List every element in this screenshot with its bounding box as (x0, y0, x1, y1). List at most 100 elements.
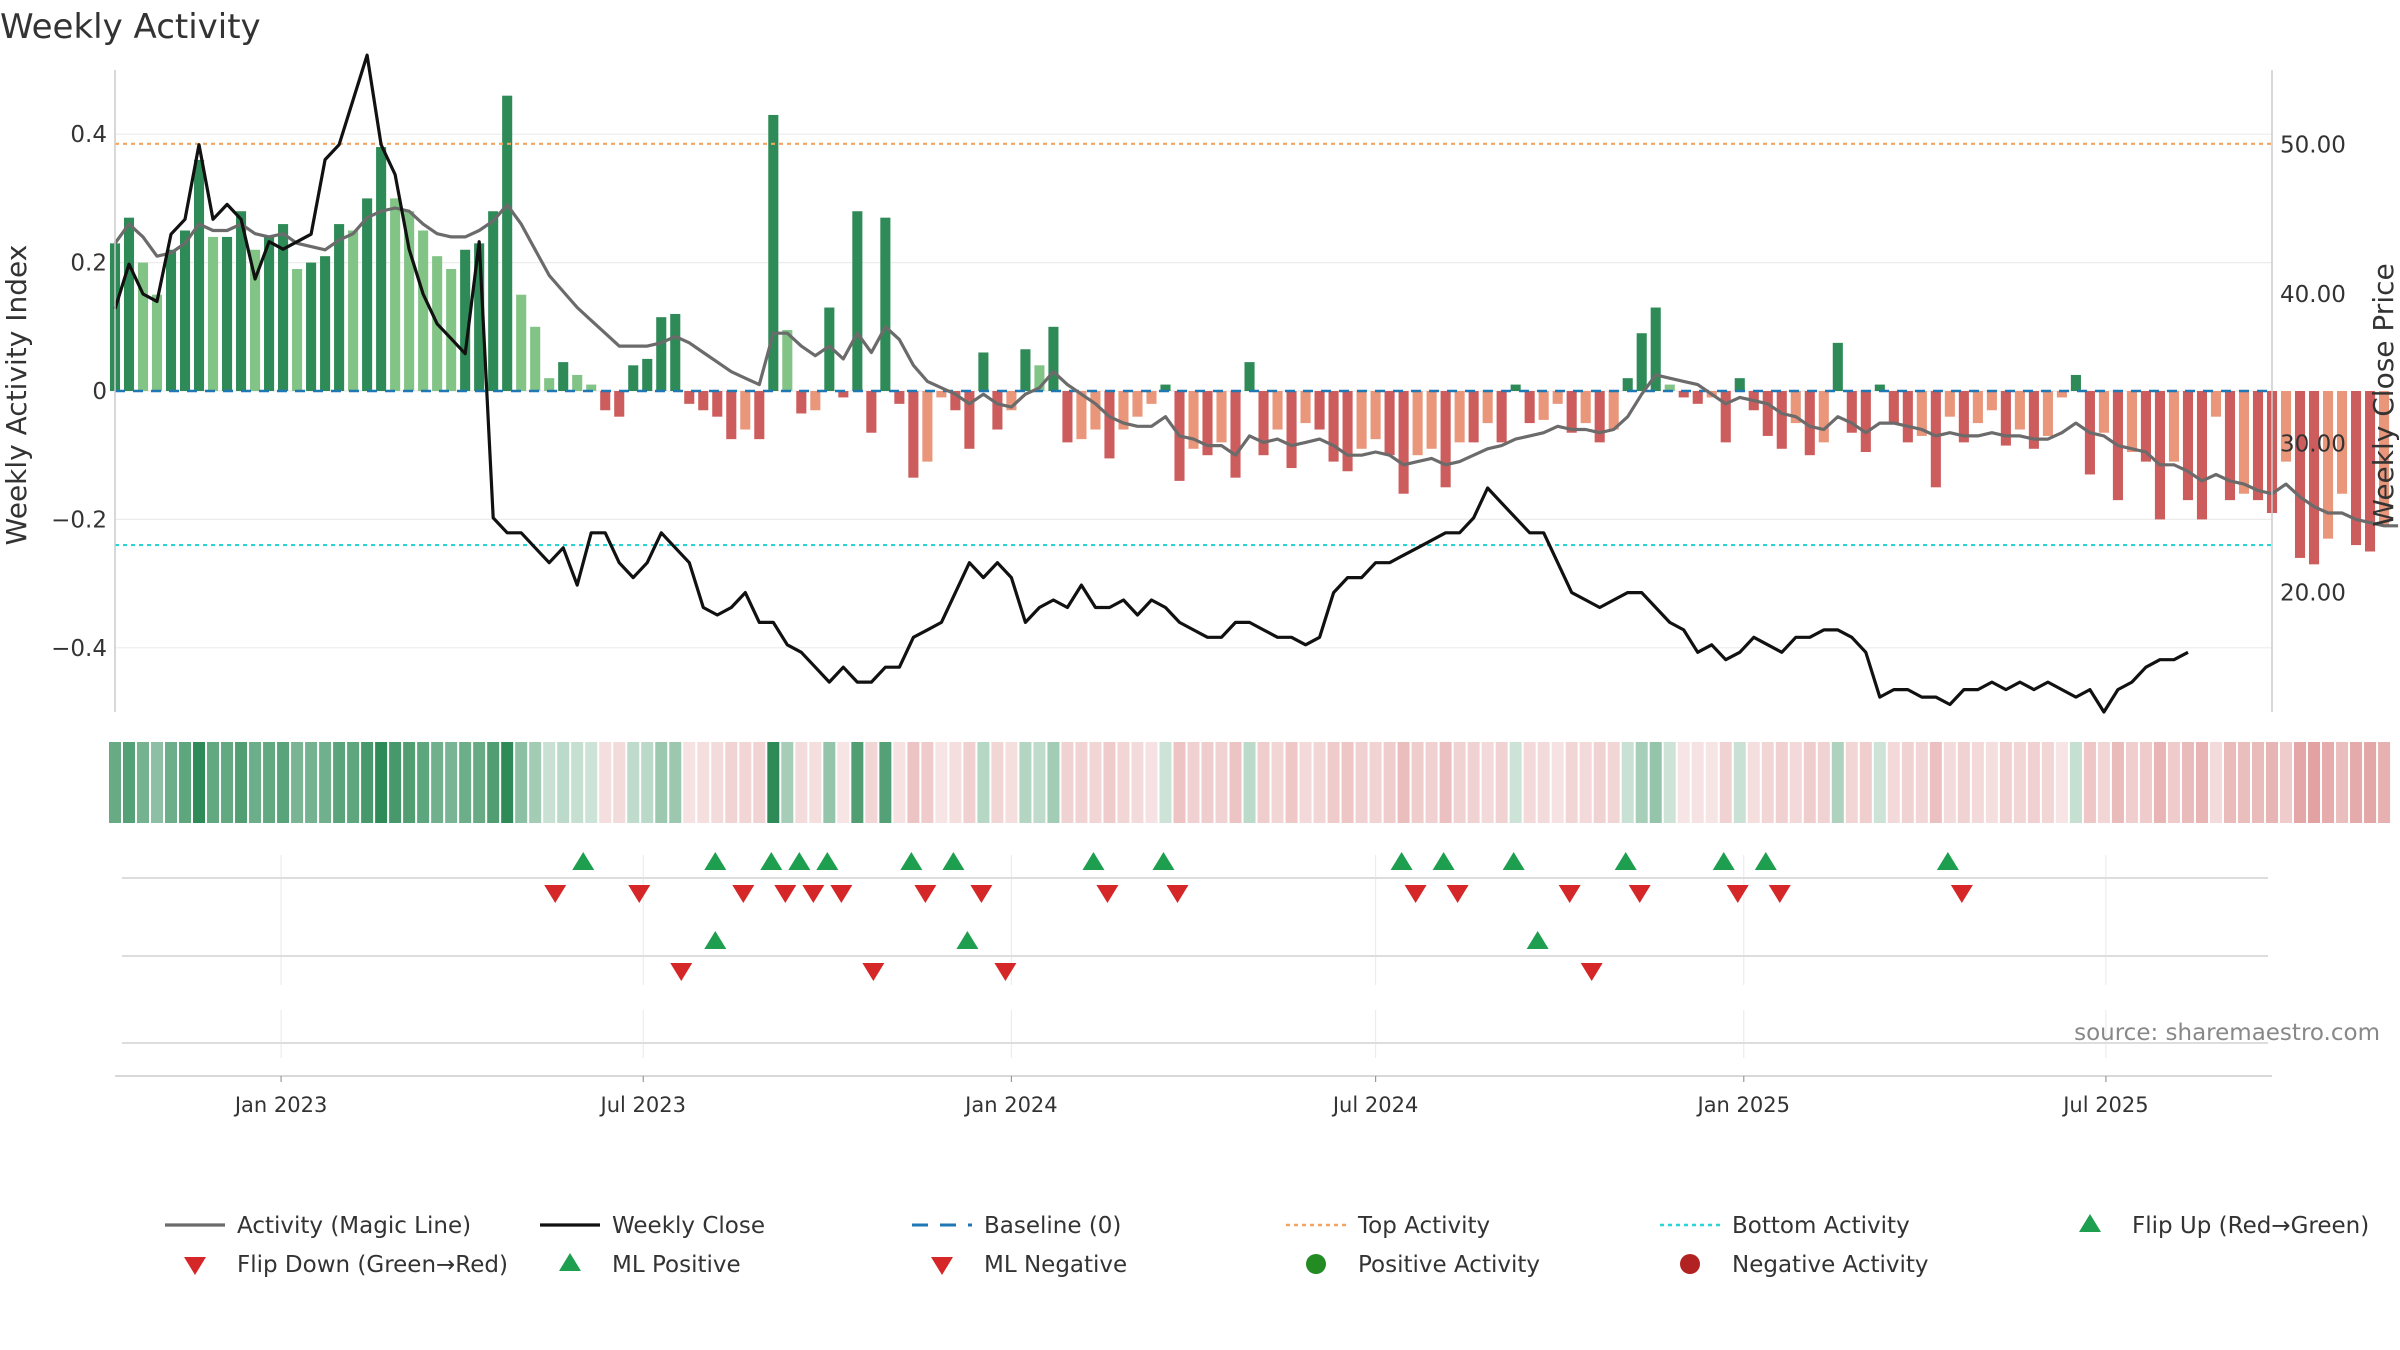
legend-label: Flip Up (Red→Green) (2132, 1213, 2369, 1239)
heat-strip-cell (2083, 742, 2096, 823)
activity-bar (1020, 349, 1031, 391)
source-credit: source: sharemaestro.com (2074, 1020, 2380, 1046)
activity-bar (1930, 391, 1941, 488)
heat-strip-cell (1523, 742, 1536, 823)
heat-strip-cell (1229, 742, 1242, 823)
legend-item-top: Top Activity (1286, 1213, 1490, 1239)
flip-up-marker (1502, 852, 1525, 870)
legend-label: Top Activity (1357, 1213, 1490, 1239)
flip-up-marker (1754, 852, 1777, 870)
x-tick-label: Jan 2023 (233, 1093, 328, 1117)
flip-down-marker (970, 885, 993, 903)
flip-up-marker (816, 852, 839, 870)
legend-label: ML Positive (612, 1252, 741, 1278)
heat-strip-cell (1915, 742, 1928, 823)
legend-item-close: Weekly Close (540, 1213, 765, 1239)
activity-bar (348, 230, 359, 391)
activity-bar (852, 211, 863, 391)
flip-up-marker (760, 852, 783, 870)
heat-strip-cell (655, 742, 668, 823)
heat-strip-cell (795, 742, 808, 823)
heat-strip-cell (529, 742, 542, 823)
activity-bar (1188, 391, 1199, 449)
heat-strip-cell (1663, 742, 1676, 823)
activity-bars (109, 95, 2390, 565)
activity-bar (362, 198, 373, 391)
activity-bar (1216, 391, 1227, 443)
heat-strip-cell (291, 742, 304, 823)
heat-strip-cell (1243, 742, 1256, 823)
activity-bar (894, 391, 905, 404)
heat-strip-cell (1187, 742, 1200, 823)
heat-strip-cell (543, 742, 556, 823)
activity-bar (1342, 391, 1353, 472)
flip-up-marker (788, 852, 811, 870)
heat-strip-cell (557, 742, 570, 823)
flip-up-marker (704, 852, 727, 870)
heat-strip-cell (1453, 742, 1466, 823)
flip-up-marker (1152, 852, 1175, 870)
legend-item-magic: Activity (Magic Line) (165, 1213, 471, 1239)
activity-bar (488, 211, 499, 391)
heat-strip-cell (1075, 742, 1088, 823)
heat-strip-cell (1467, 742, 1480, 823)
flip-down-marker (1628, 885, 1651, 903)
heat-strip-cell (627, 742, 640, 823)
ml-positive-marker (704, 931, 727, 949)
activity-bar (1972, 391, 1983, 424)
legend-label: Baseline (0) (984, 1213, 1121, 1239)
heat-strip-cell (1313, 742, 1326, 823)
heat-strip-cell (2280, 742, 2293, 823)
heat-strip-cell (1439, 742, 1452, 823)
activity-bar (460, 249, 471, 391)
y-tick-label-right: 50.00 (2280, 133, 2346, 159)
heat-strip-cell (1845, 742, 1858, 823)
activity-bar (278, 224, 289, 391)
activity-bar (390, 198, 401, 391)
heat-strip-cell (137, 742, 150, 823)
heat-strip-cell (1173, 742, 1186, 823)
activity-bar (2126, 391, 2137, 452)
x-tick-label: Jan 2024 (963, 1093, 1058, 1117)
heat-strip-cell (108, 742, 122, 823)
heat-strip-cell (487, 742, 500, 823)
flip-down-marker (1726, 885, 1749, 903)
y-tick-label-right: 40.00 (2280, 282, 2346, 308)
activity-bar (1426, 391, 1437, 449)
heat-strip-cell (1635, 742, 1648, 823)
legend-label: Positive Activity (1358, 1252, 1540, 1278)
heat-strip-cell (781, 742, 794, 823)
heat-strip-cell (991, 742, 1004, 823)
ml-negative-marker (994, 963, 1017, 981)
activity-bar (1160, 384, 1171, 391)
activity-bar (1790, 391, 1801, 424)
heat-strip-cell (1691, 742, 1704, 823)
activity-bar (2322, 391, 2334, 539)
activity-bar (992, 391, 1003, 430)
heat-strip-cell (2013, 742, 2026, 823)
activity-bar (796, 391, 807, 414)
heat-strip-cell (1859, 742, 1872, 823)
legend-swatch (931, 1257, 953, 1275)
ml-positive-marker (1526, 931, 1549, 949)
heat-strip-cell (1299, 742, 1312, 823)
heat-strip-cell (669, 742, 682, 823)
legend: Activity (Magic Line) Weekly Close Baselin… (165, 1213, 2369, 1278)
legend-label: Activity (Magic Line) (237, 1213, 471, 1239)
heat-strip-cell (641, 742, 654, 823)
activity-bar (306, 262, 317, 391)
heat-strip-cell (865, 742, 878, 823)
heat-strip-cell (1649, 742, 1662, 823)
heat-strip-cell (1579, 742, 1592, 823)
heat-strip-cell (1327, 742, 1340, 823)
flip-up-marker (572, 852, 595, 870)
activity-bar (642, 358, 653, 391)
y-tick-label-left: −0.2 (51, 507, 107, 533)
legend-item-negdot: Negative Activity (1680, 1252, 1929, 1278)
activity-bar (950, 391, 961, 411)
x-tick-label: Jan 2025 (1696, 1093, 1791, 1117)
activity-bar (1832, 342, 1843, 391)
heat-strip-cell (2041, 742, 2054, 823)
heat-strip-cell (1285, 742, 1298, 823)
